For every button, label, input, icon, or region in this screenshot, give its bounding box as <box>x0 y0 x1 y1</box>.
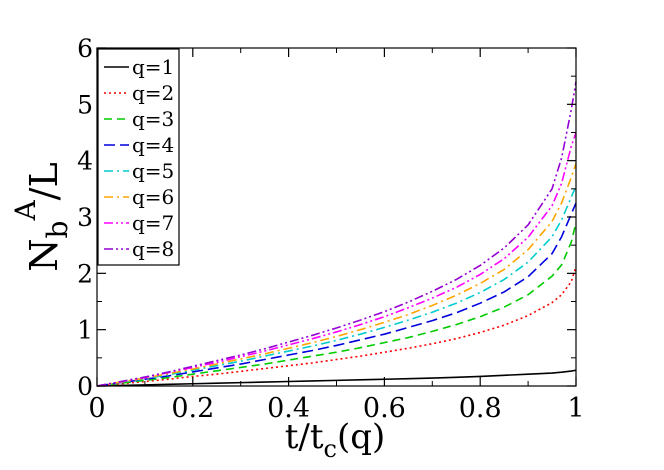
legend-label: q=3 <box>132 107 174 131</box>
y-axis-label-tail: /L <box>22 162 66 200</box>
series-line-q5 <box>96 185 577 387</box>
y-tick-label: 4 <box>77 147 93 176</box>
x-tick-label: 0.8 <box>459 393 502 424</box>
x-tick-label: 0 <box>88 393 105 424</box>
series-line-q6 <box>96 163 577 387</box>
y-axis-label: NbA/L <box>9 162 74 271</box>
y-tick-label: 2 <box>77 259 93 288</box>
ticks-layer: 0 0.2 0.4 0.6 0.8 1 0 1 2 3 4 5 6 <box>77 34 585 424</box>
x-axis-label-tail: (q) <box>337 417 385 457</box>
legend-label: q=8 <box>132 237 174 261</box>
series-line-q7 <box>96 132 577 387</box>
series-line-q3 <box>96 222 577 387</box>
legend-label: q=6 <box>132 185 174 209</box>
x-tick-label: 0.2 <box>171 393 214 424</box>
x-tick-label: 0.6 <box>363 393 406 424</box>
y-tick-label: 1 <box>77 316 93 345</box>
legend: q=1q=2q=3q=4q=5q=6q=7q=8 <box>97 48 180 266</box>
legend-label: q=1 <box>132 55 174 79</box>
x-tick-label: 0.4 <box>267 393 310 424</box>
y-axis-label-sup: A <box>9 200 42 222</box>
x-axis-label-sub: c <box>324 435 337 463</box>
legend-label: q=4 <box>132 133 174 157</box>
series-line-q2 <box>96 266 577 387</box>
y-tick-label: 5 <box>77 90 93 119</box>
y-tick-label: 3 <box>77 203 93 232</box>
series-line-q1 <box>96 369 577 387</box>
y-axis-label-sub: b <box>41 221 74 239</box>
y-tick-label: 6 <box>77 34 93 63</box>
x-axis-label: t/tc(q) <box>285 417 386 463</box>
legend-label: q=5 <box>132 159 174 183</box>
series-line-q8 <box>96 81 577 387</box>
legend-label: q=2 <box>132 81 174 105</box>
x-axis-label-main: t/t <box>285 417 324 457</box>
y-tick-label: 0 <box>77 372 93 401</box>
legend-label: q=7 <box>132 211 174 235</box>
series-layer <box>96 81 577 387</box>
series-line-q4 <box>96 202 577 387</box>
y-axis-label-main: N <box>22 238 66 271</box>
x-tick-label: 1 <box>567 393 584 424</box>
legend-box <box>97 48 180 266</box>
